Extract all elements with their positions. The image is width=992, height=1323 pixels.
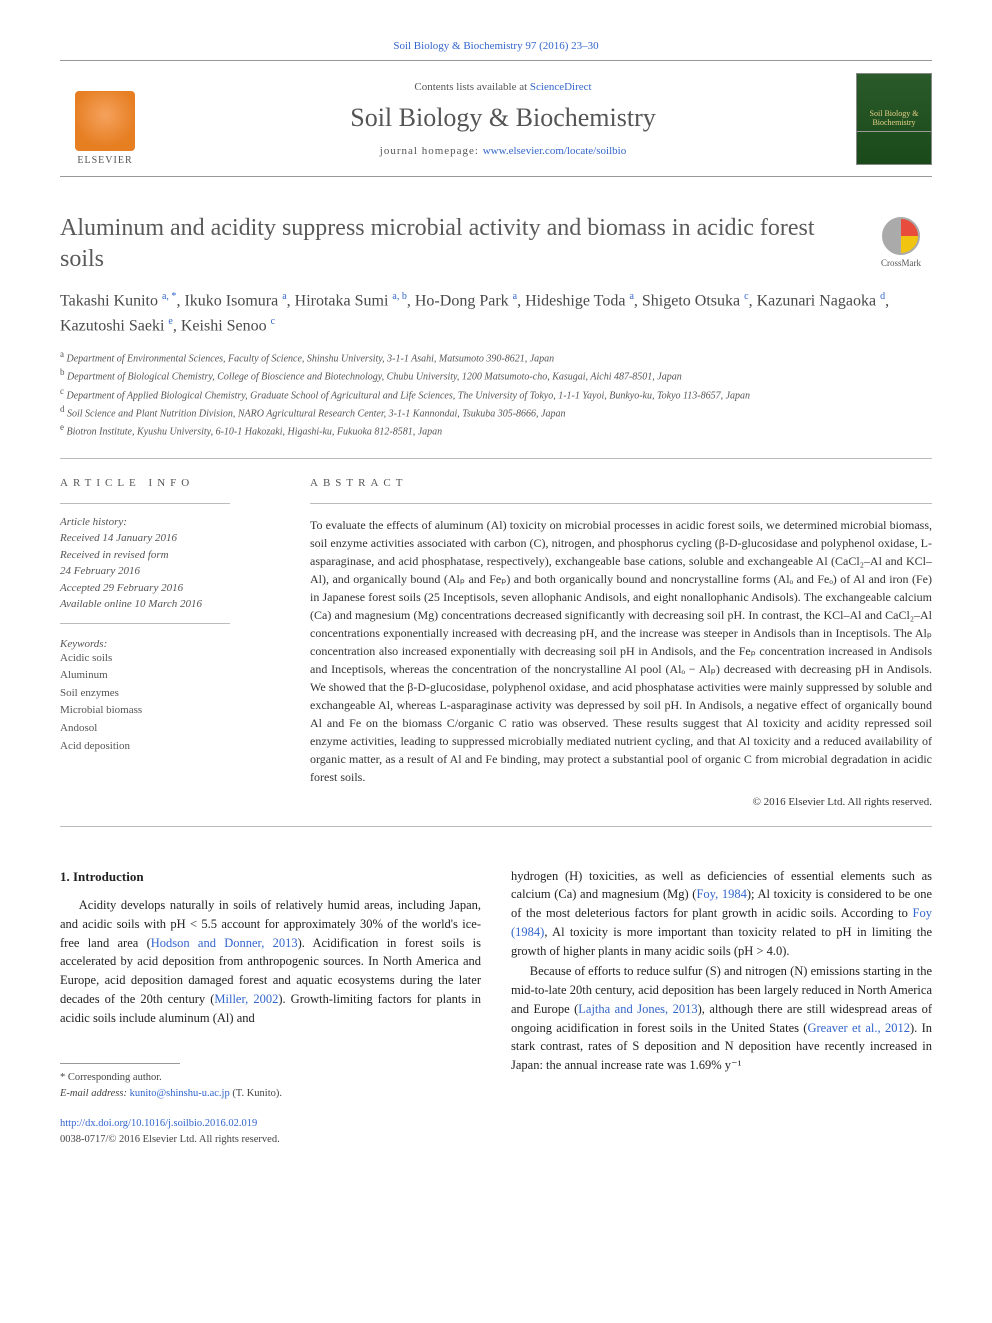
elsevier-tree-icon [75, 91, 135, 151]
affiliation-d: d Soil Science and Plant Nutrition Divis… [60, 403, 932, 421]
keyword: Microbial biomass [60, 702, 280, 720]
ref-lajtha-jones-2013[interactable]: Lajtha and Jones, 2013 [578, 1002, 697, 1016]
affiliation-e: e Biotron Institute, Kyushu University, … [60, 421, 932, 439]
journal-header-band: ELSEVIER Contents lists available at Sci… [60, 60, 932, 177]
divider-short [60, 623, 230, 624]
body-text: 1. Introduction Acidity develops natural… [60, 867, 932, 1148]
journal-cover-title: Soil Biology & Biochemistry [857, 105, 931, 132]
keyword: Soil enzymes [60, 685, 280, 703]
sciencedirect-link[interactable]: ScienceDirect [530, 81, 592, 93]
divider [310, 503, 932, 504]
ref-miller-2002[interactable]: Miller, 2002 [214, 992, 278, 1006]
homepage-prefix: journal homepage: [380, 145, 483, 157]
citation-line: Soil Biology & Biochemistry 97 (2016) 23… [60, 40, 932, 52]
history-label: Article history: [60, 514, 280, 531]
footnotes: * Corresponding author. E-mail address: … [60, 1070, 481, 1102]
affiliation-a: a Department of Environmental Sciences, … [60, 348, 932, 366]
intro-para-2: hydrogen (H) toxicities, as well as defi… [511, 867, 932, 961]
divider-short [60, 503, 230, 504]
article-history: Article history: Received 14 January 201… [60, 514, 280, 613]
ref-greaver-2012[interactable]: Greaver et al., 2012 [807, 1021, 910, 1035]
keyword: Aluminum [60, 667, 280, 685]
abstract-label: ABSTRACT [310, 477, 932, 489]
corresponding-author-note: * Corresponding author. [60, 1070, 481, 1086]
history-line: 24 February 2016 [60, 563, 280, 580]
keyword: Andosol [60, 720, 280, 738]
section-heading-introduction: 1. Introduction [60, 867, 481, 887]
email-label: E-mail address: [60, 1088, 130, 1099]
keyword: Acid deposition [60, 738, 280, 756]
divider [60, 826, 932, 827]
ref-hodson-donner-2013[interactable]: Hodson and Donner, 2013 [151, 936, 298, 950]
ref-foy-1984[interactable]: Foy, 1984 [696, 887, 746, 901]
elsevier-logo: ELSEVIER [60, 71, 150, 166]
intro-para-3: Because of efforts to reduce sulfur (S) … [511, 962, 932, 1075]
para2-text-post: , Al toxicity is more important than tox… [511, 925, 932, 958]
crossmark-badge[interactable]: CrossMark [870, 217, 932, 268]
history-line: Received in revised form [60, 547, 280, 564]
corresponding-email-link[interactable]: kunito@shinshu-u.ac.jp [130, 1088, 230, 1099]
authors-line: Takashi Kunito a, *, Ikuko Isomura a, Hi… [60, 289, 932, 338]
affiliations-block: a Department of Environmental Sciences, … [60, 348, 932, 440]
journal-name: Soil Biology & Biochemistry [150, 103, 856, 133]
journal-cover-thumb: Soil Biology & Biochemistry [856, 73, 932, 165]
abstract-copyright: © 2016 Elsevier Ltd. All rights reserved… [310, 796, 932, 808]
affiliation-c: c Department of Applied Biological Chemi… [60, 385, 932, 403]
article-title: Aluminum and acidity suppress microbial … [60, 213, 932, 275]
contents-lists-line: Contents lists available at ScienceDirec… [150, 81, 856, 93]
contents-prefix: Contents lists available at [414, 81, 529, 93]
divider [60, 458, 932, 459]
keyword: Acidic soils [60, 650, 280, 668]
history-line: Accepted 29 February 2016 [60, 580, 280, 597]
footnote-rule [60, 1063, 180, 1064]
history-line: Available online 10 March 2016 [60, 596, 280, 613]
crossmark-label: CrossMark [881, 258, 921, 268]
article-info-label: ARTICLE INFO [60, 477, 280, 489]
abstract-text: To evaluate the effects of aluminum (Al)… [310, 516, 932, 786]
email-line: E-mail address: kunito@shinshu-u.ac.jp (… [60, 1086, 481, 1102]
doi-block: http://dx.doi.org/10.1016/j.soilbio.2016… [60, 1116, 481, 1148]
issn-copyright-line: 0038-0717/© 2016 Elsevier Ltd. All right… [60, 1132, 481, 1148]
intro-para-1: Acidity develops naturally in soils of r… [60, 896, 481, 1027]
affiliation-b: b Department of Biological Chemistry, Co… [60, 366, 932, 384]
journal-homepage-link[interactable]: www.elsevier.com/locate/soilbio [483, 145, 626, 157]
keywords-label: Keywords: [60, 638, 280, 650]
crossmark-icon [882, 217, 920, 255]
elsevier-logo-text: ELSEVIER [77, 155, 132, 166]
history-line: Received 14 January 2016 [60, 530, 280, 547]
keywords-list: Acidic soilsAluminumSoil enzymesMicrobia… [60, 650, 280, 756]
email-author: (T. Kunito). [230, 1088, 282, 1099]
journal-homepage-line: journal homepage: www.elsevier.com/locat… [150, 145, 856, 157]
doi-link[interactable]: http://dx.doi.org/10.1016/j.soilbio.2016… [60, 1118, 257, 1129]
